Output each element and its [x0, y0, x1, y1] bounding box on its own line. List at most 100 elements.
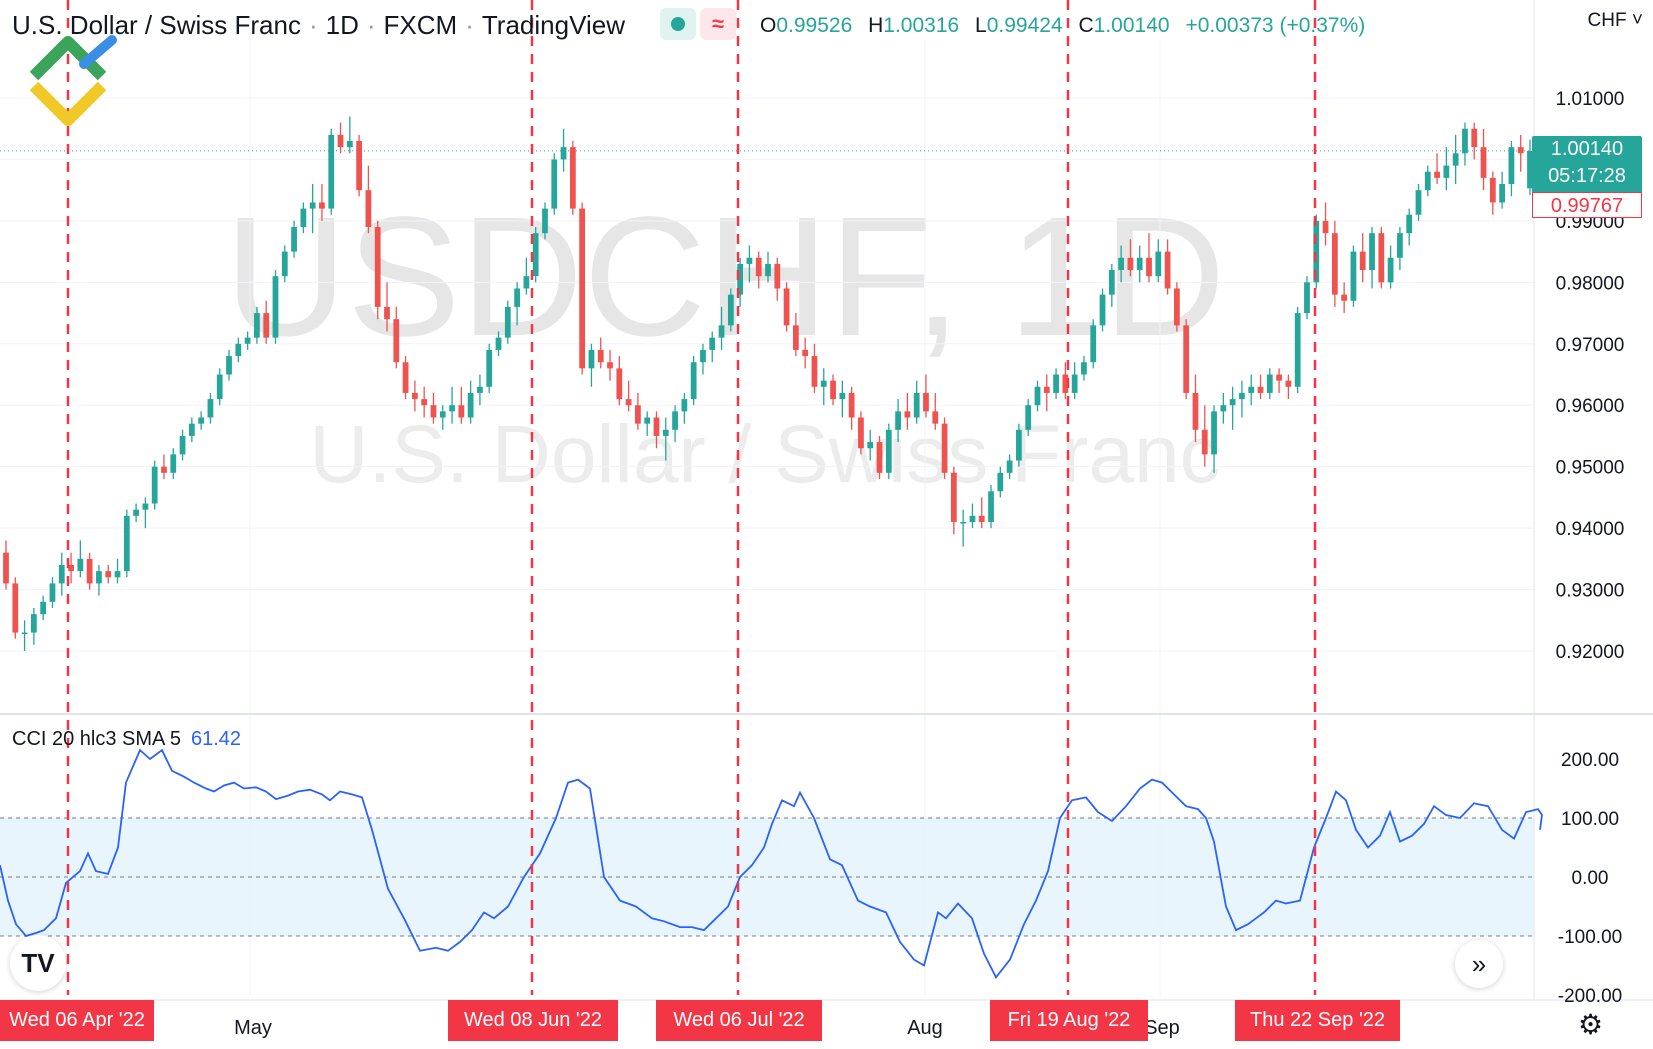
broker: FXCM [383, 10, 458, 40]
time-tick-label: Sep [1144, 1017, 1180, 1039]
candle-body [1211, 411, 1217, 455]
candle-body [774, 263, 781, 289]
candle [662, 417, 669, 461]
candle-body [86, 558, 93, 584]
candle-body [1313, 220, 1320, 283]
candle [551, 153, 558, 215]
candle [1071, 362, 1078, 400]
candle [1081, 356, 1087, 381]
price-axis[interactable]: 0.92000 0.93000 0.94000 0.95000 0.96000 0.970… [1556, 89, 1625, 663]
candle-body [1462, 128, 1468, 154]
candle-body [170, 454, 177, 473]
candle [1248, 374, 1255, 406]
candle-body [978, 515, 985, 522]
interval[interactable]: 1D [325, 10, 359, 40]
candle [1369, 227, 1375, 289]
cci-tick-label: 100.00 [1561, 809, 1619, 830]
candle-body [49, 583, 56, 602]
candle [226, 349, 232, 381]
candle [542, 202, 548, 240]
candle [523, 257, 530, 295]
candle [86, 552, 93, 590]
candle [40, 595, 47, 621]
candle [1034, 380, 1041, 412]
candle-body [1527, 150, 1533, 189]
candle [49, 577, 56, 608]
gear-icon[interactable]: ⚙ [1578, 1009, 1604, 1040]
chart-header[interactable]: U.S. Dollar / Swiss Franc · 1D · FXCM · … [12, 10, 625, 41]
candle [1090, 319, 1097, 369]
candle-body [644, 417, 651, 424]
candle-body [913, 392, 920, 418]
cci-tick-label: -100.00 [1558, 927, 1622, 948]
candle-body [226, 356, 232, 375]
candle-body [1294, 313, 1301, 387]
candle-body [1452, 153, 1459, 166]
candle-body [114, 571, 121, 578]
symbol-name[interactable]: U.S. Dollar / Swiss Franc [12, 10, 301, 40]
candle-body [950, 472, 957, 522]
candle [774, 257, 781, 301]
candle-body [1331, 233, 1338, 295]
candle-body [1016, 429, 1022, 461]
candle-body [1369, 233, 1375, 271]
candle-body [1229, 399, 1236, 406]
currency-selector[interactable]: CHF ˅ [1588, 10, 1643, 32]
price-tick-label: 0.96000 [1556, 396, 1625, 417]
candle [1229, 386, 1236, 430]
candle [532, 227, 539, 283]
candle [1378, 227, 1385, 289]
time-axis[interactable]: May Aug Sep [234, 1017, 1180, 1039]
price-tick-label: 0.98000 [1556, 273, 1625, 294]
candle-body [569, 147, 576, 209]
candle-body [765, 263, 771, 277]
candle-body [1164, 251, 1171, 289]
cci-tick-label: -200.00 [1558, 986, 1622, 1007]
delayed-data-icon[interactable]: ≈ [700, 8, 736, 40]
market-open-dot-icon[interactable] [660, 8, 696, 40]
candle-body [1062, 374, 1069, 393]
cci-line-group [0, 748, 1543, 979]
time-tick-label: Aug [907, 1017, 943, 1039]
watermark-name: U.S. Dollar / Swiss Franc [309, 409, 1220, 500]
candle-body [1480, 147, 1487, 178]
candle-body [1118, 257, 1125, 271]
candle [1489, 171, 1496, 215]
candle [941, 417, 948, 479]
candle-body [1136, 257, 1143, 271]
candle [1471, 122, 1478, 160]
candle [820, 368, 827, 406]
candle [969, 503, 976, 529]
candle-body [374, 227, 381, 307]
candle-body [1508, 147, 1515, 185]
candle-body [1341, 294, 1348, 301]
cci-axis[interactable]: 200.00 100.00 0.00 -100.00 -200.00 [1558, 750, 1622, 1007]
candle-body [105, 571, 112, 578]
candle [170, 448, 177, 479]
candle-body [1155, 251, 1162, 277]
candle-body [858, 417, 864, 449]
cci-line [0, 748, 1543, 979]
double-chevron-right-icon[interactable]: » [1455, 940, 1503, 988]
tradingview-logo-icon[interactable]: TV [10, 935, 66, 991]
candle [727, 288, 734, 332]
candle [1025, 399, 1032, 436]
candle [365, 165, 372, 234]
candle [1016, 423, 1022, 467]
candle-body [1108, 270, 1115, 295]
candles [3, 116, 1533, 651]
candle [1462, 122, 1468, 166]
candle-body [151, 466, 158, 504]
candle-body [625, 399, 632, 406]
candle [300, 202, 307, 234]
candle-body [133, 509, 139, 516]
candle [700, 343, 706, 375]
candle-body [523, 276, 530, 289]
candle [1331, 220, 1338, 307]
candle [1443, 147, 1450, 191]
cci-legend[interactable]: CCI 20 hlc3 SMA 5 61.42 [12, 728, 241, 751]
watermark: USDCHF, 1D U.S. Dollar / Swiss Franc [224, 182, 1225, 500]
watermark-symbol: USDCHF, 1D [224, 182, 1225, 372]
candle-body [1146, 257, 1152, 277]
